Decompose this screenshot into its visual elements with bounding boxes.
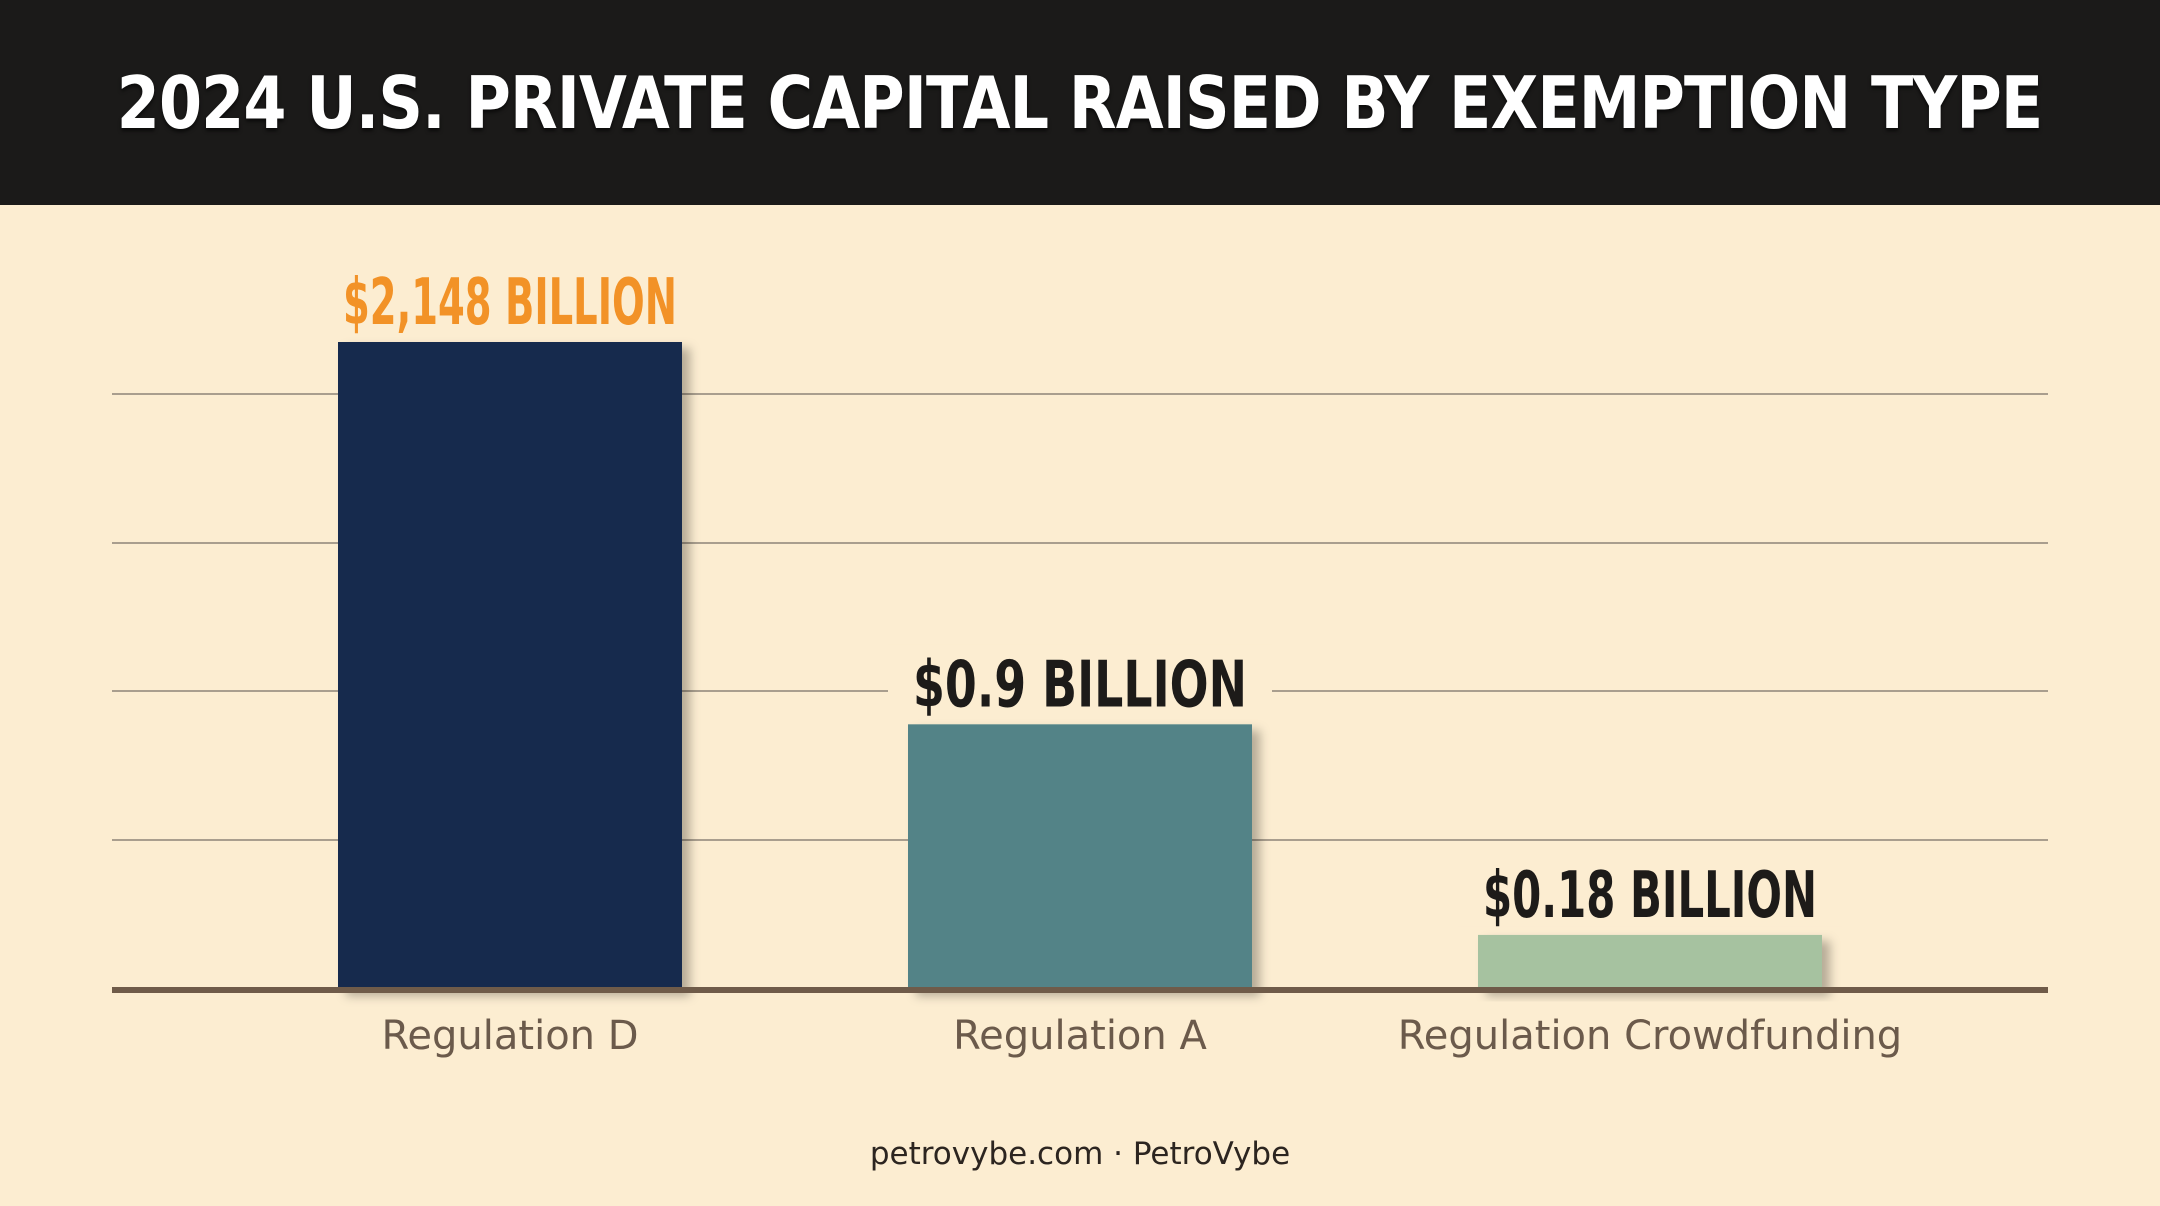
category-label: Regulation A	[953, 1013, 1207, 1059]
chart-title: 2024 U.S. PRIVATE CAPITAL RAISED BY EXEM…	[117, 60, 2043, 145]
bar-regulation-crowdfunding	[1478, 934, 1822, 990]
value-label-backdrop	[888, 644, 1272, 717]
category-label: Regulation Crowdfunding	[1398, 1013, 1902, 1059]
value-labels: $2,148 BILLION $0.9 BILLION $0.18 BILLION	[318, 262, 1842, 933]
value-label-backdrop	[1458, 854, 1842, 927]
value-label: $2,148 BILLION	[343, 266, 677, 340]
bars	[338, 342, 1822, 990]
value-label: $0.18 BILLION	[1483, 859, 1817, 933]
source-credit: petrovybe.com · PetroVybe	[869, 1136, 1291, 1172]
value-label: $0.9 BILLION	[913, 648, 1247, 722]
category-labels: Regulation D Regulation A Regulation Crowd…	[381, 1013, 1902, 1059]
title-bar: 2024 U.S. PRIVATE CAPITAL RAISED BY EXEM…	[0, 0, 2160, 205]
value-label-backdrop	[318, 262, 702, 334]
bar-regulation-a	[908, 724, 1252, 990]
category-label: Regulation D	[381, 1013, 638, 1059]
bar-regulation-d	[338, 342, 682, 990]
